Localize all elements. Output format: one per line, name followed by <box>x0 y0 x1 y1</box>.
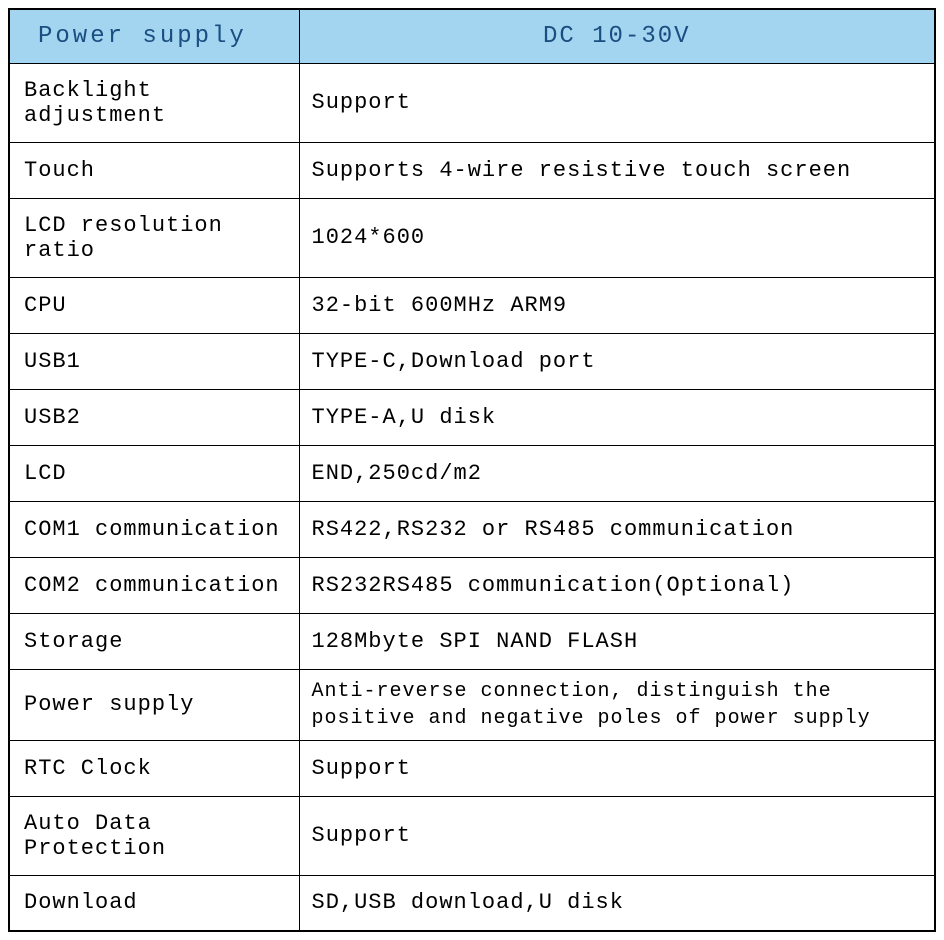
column-header-right: DC 10-30V <box>299 9 935 63</box>
spec-label: Storage <box>9 613 299 669</box>
spec-value: Support <box>299 796 935 875</box>
spec-label: CPU <box>9 277 299 333</box>
table-row: USB1 TYPE-C,Download port <box>9 333 935 389</box>
spec-value: 1024*600 <box>299 198 935 277</box>
spec-value: Support <box>299 740 935 796</box>
spec-value: TYPE-A,U disk <box>299 389 935 445</box>
table-body: Backlight adjustment Support Touch Suppo… <box>9 63 935 931</box>
table-row: Backlight adjustment Support <box>9 63 935 142</box>
spec-label: LCD <box>9 445 299 501</box>
table-row: Auto Data Protection Support <box>9 796 935 875</box>
spec-value: TYPE-C,Download port <box>299 333 935 389</box>
spec-value: RS422,RS232 or RS485 communication <box>299 501 935 557</box>
spec-value: END,250cd/m2 <box>299 445 935 501</box>
spec-value: SD,USB download,U disk <box>299 875 935 931</box>
table-row: LCD END,250cd/m2 <box>9 445 935 501</box>
table-row: Download SD,USB download,U disk <box>9 875 935 931</box>
spec-value: Supports 4-wire resistive touch screen <box>299 142 935 198</box>
spec-label: USB2 <box>9 389 299 445</box>
spec-value: RS232RS485 communication(Optional) <box>299 557 935 613</box>
spec-label: USB1 <box>9 333 299 389</box>
spec-value: 128Mbyte SPI NAND FLASH <box>299 613 935 669</box>
table-row: COM2 communication RS232RS485 communicat… <box>9 557 935 613</box>
spec-label: Auto Data Protection <box>9 796 299 875</box>
spec-table: Power supply DC 10-30V Backlight adjustm… <box>8 8 936 932</box>
column-header-left: Power supply <box>9 9 299 63</box>
spec-label: COM2 communication <box>9 557 299 613</box>
spec-label: Power supply <box>9 669 299 740</box>
table-row: COM1 communication RS422,RS232 or RS485 … <box>9 501 935 557</box>
table-row: Power supply Anti-reverse connection, di… <box>9 669 935 740</box>
table-row: CPU 32-bit 600MHz ARM9 <box>9 277 935 333</box>
spec-value: Anti-reverse connection, distinguish the… <box>299 669 935 740</box>
table-row: LCD resolution ratio 1024*600 <box>9 198 935 277</box>
spec-value: Support <box>299 63 935 142</box>
spec-label: COM1 communication <box>9 501 299 557</box>
spec-label: Touch <box>9 142 299 198</box>
table-row: RTC Clock Support <box>9 740 935 796</box>
spec-label: Download <box>9 875 299 931</box>
spec-label: Backlight adjustment <box>9 63 299 142</box>
spec-value: 32-bit 600MHz ARM9 <box>299 277 935 333</box>
spec-label: RTC Clock <box>9 740 299 796</box>
table-row: Storage 128Mbyte SPI NAND FLASH <box>9 613 935 669</box>
table-row: USB2 TYPE-A,U disk <box>9 389 935 445</box>
table-row: Touch Supports 4-wire resistive touch sc… <box>9 142 935 198</box>
spec-label: LCD resolution ratio <box>9 198 299 277</box>
table-header-row: Power supply DC 10-30V <box>9 9 935 63</box>
